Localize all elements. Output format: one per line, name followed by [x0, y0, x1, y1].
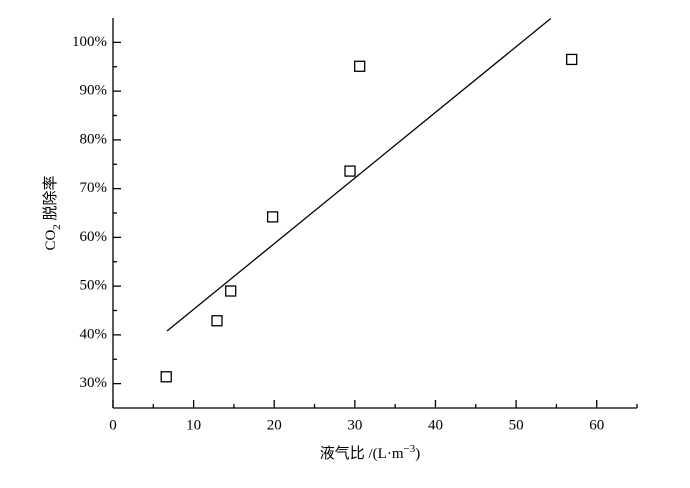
- fit-line: [166, 17, 552, 332]
- y-label-end: 脱除率: [42, 175, 59, 224]
- x-label-text: 液气比 /(L·m: [320, 445, 404, 462]
- marker: [566, 53, 578, 66]
- x-tick-label: 40: [428, 417, 443, 433]
- y-axis-label: CO2 脱除率: [42, 175, 62, 250]
- y-tick-label: 100%: [72, 34, 107, 50]
- marker: [266, 211, 279, 223]
- x-tick-label: 20: [267, 417, 282, 433]
- y-tick-label: 80%: [80, 131, 108, 147]
- x-label-sup: −3: [404, 443, 416, 455]
- marker: [225, 285, 237, 297]
- x-tick-label: 10: [186, 417, 201, 433]
- x-tick-label: 30: [347, 417, 362, 433]
- y-tick-label: 40%: [80, 326, 108, 342]
- marker: [354, 60, 366, 72]
- x-tick-label: 60: [589, 417, 604, 433]
- y-tick-label: 50%: [80, 278, 108, 294]
- x-tick-label: 50: [509, 417, 524, 433]
- y-label-sub: 2: [51, 224, 63, 230]
- y-tick-label: 90%: [80, 83, 108, 99]
- x-label-end: ): [415, 446, 420, 462]
- y-tick-label: 30%: [80, 375, 108, 391]
- x-axis-label: 液气比 /(L·m−3): [320, 443, 420, 463]
- marker: [344, 165, 356, 177]
- marker: [160, 371, 172, 383]
- marker: [211, 315, 223, 327]
- y-label-text: CO: [43, 230, 59, 251]
- y-tick-label: 60%: [80, 229, 108, 245]
- x-tick-label: 0: [109, 417, 117, 433]
- y-tick-label: 70%: [80, 180, 108, 196]
